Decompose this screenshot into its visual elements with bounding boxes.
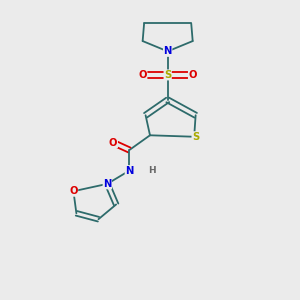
Text: N: N <box>125 166 134 176</box>
Text: N: N <box>103 179 112 189</box>
Text: S: S <box>192 132 199 142</box>
Text: S: S <box>164 70 171 80</box>
Text: N: N <box>164 46 172 56</box>
Text: O: O <box>69 186 78 196</box>
Text: H: H <box>148 166 155 175</box>
Text: O: O <box>109 138 117 148</box>
Text: O: O <box>188 70 197 80</box>
Text: O: O <box>138 70 147 80</box>
